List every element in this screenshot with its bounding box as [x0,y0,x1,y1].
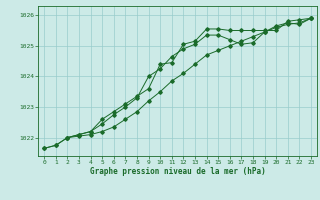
X-axis label: Graphe pression niveau de la mer (hPa): Graphe pression niveau de la mer (hPa) [90,167,266,176]
